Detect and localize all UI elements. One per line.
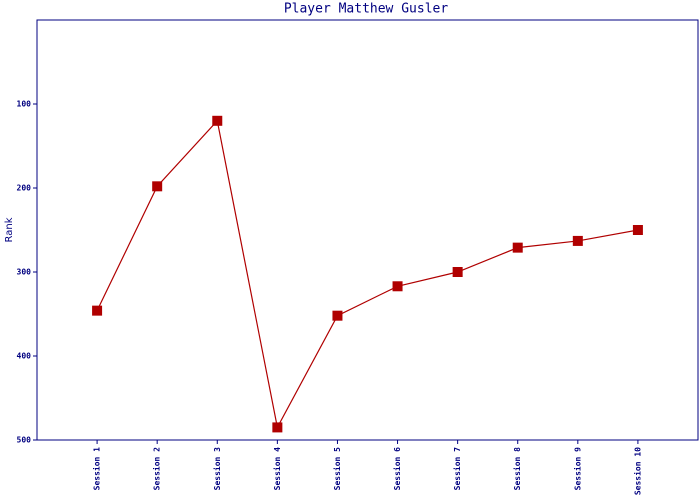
plot-frame — [36, 19, 699, 441]
point-marker — [212, 115, 223, 126]
chart-title: Player Matthew Gusler — [284, 2, 449, 17]
x-tick-label: Session 3 — [212, 447, 222, 491]
point-marker — [392, 281, 403, 292]
point-marker — [572, 235, 583, 246]
x-tick-label: Session 9 — [572, 447, 582, 491]
x-tick-label: Session 4 — [272, 447, 282, 491]
series-line — [96, 119, 639, 430]
point-marker — [92, 305, 103, 316]
x-tick-label: Session 5 — [332, 447, 342, 491]
x-tick-label: Session 7 — [452, 447, 462, 491]
y-tick-label: 200 — [17, 184, 32, 193]
point-marker — [512, 242, 523, 253]
point-marker — [152, 181, 163, 192]
y-tick-label: 500 — [17, 436, 32, 445]
y-axis-label: Rank — [4, 217, 15, 242]
point-marker — [332, 310, 343, 321]
y-tick-label: 100 — [17, 100, 32, 109]
point-marker — [272, 422, 283, 433]
x-tick-label: Session 2 — [152, 447, 162, 491]
x-tick-label: Session 8 — [512, 447, 522, 491]
point-marker — [632, 225, 643, 235]
point-marker — [452, 267, 463, 277]
y-tick-label: 300 — [17, 268, 32, 277]
y-tick-label: 400 — [17, 352, 32, 361]
x-tick-label: Session 10 — [632, 447, 642, 495]
x-tick-label: Session 6 — [392, 447, 402, 491]
x-tick-label: Session 1 — [92, 447, 102, 491]
